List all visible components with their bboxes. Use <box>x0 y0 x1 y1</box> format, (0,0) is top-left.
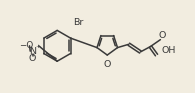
Text: O: O <box>159 31 166 40</box>
Text: Br: Br <box>73 18 83 27</box>
Text: N: N <box>29 47 36 56</box>
Text: O: O <box>29 54 36 63</box>
Text: OH: OH <box>161 46 176 55</box>
Text: +: + <box>36 44 41 49</box>
Text: O: O <box>104 60 111 69</box>
Text: −O: −O <box>19 41 34 50</box>
